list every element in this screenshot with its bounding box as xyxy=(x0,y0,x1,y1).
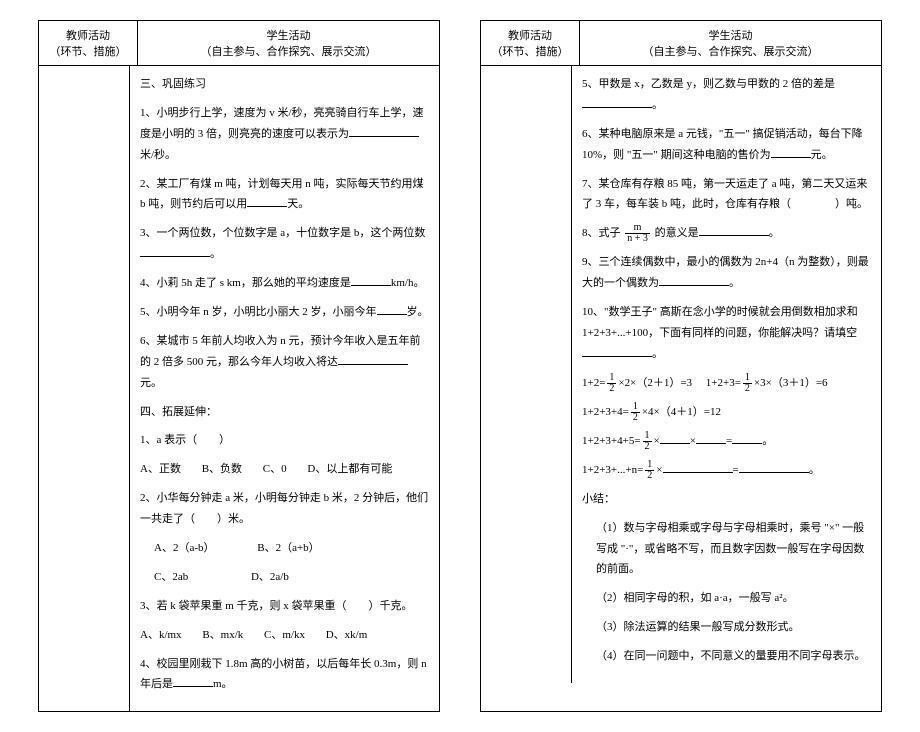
ext-2-options-1: A、2（a-b） B、2（a+b） xyxy=(140,538,429,559)
blank xyxy=(699,223,769,236)
blank xyxy=(739,460,809,473)
question-8r: 8、式子 mn + 3 的意义是。 xyxy=(582,223,871,244)
question-5r: 5、甲数是 x，乙数是 y，则乙数与甲数的 2 倍的差是。 xyxy=(582,74,871,116)
header-student-l2: （自主参与、合作探究、展示交流） xyxy=(142,43,435,59)
blank xyxy=(696,431,726,444)
header-teacher: 教师活动 （环节、措施） xyxy=(39,21,138,65)
question-7r: 7、某仓库有存粮 85 吨，第一天运走了 a 吨，第二天又运来了 3 车，每车装… xyxy=(582,174,871,216)
question-2: 2、某工厂有煤 m 吨，计划每天用 n 吨，实际每天节约用煤 b 吨，则节约后可… xyxy=(140,174,429,216)
student-column: 三、巩固练习 1、小明步行上学，速度为 v 米/秒，亮亮骑自行车上学，速度是小明… xyxy=(130,66,439,711)
question-4: 4、小莉 5h 走了 s km，那么她的平均速度是km/h。 xyxy=(140,273,429,294)
blank xyxy=(659,273,729,286)
blank xyxy=(351,273,391,286)
fraction-m-n3: mn + 3 xyxy=(625,223,650,244)
blank xyxy=(247,194,287,207)
question-5: 5、小明今年 n 岁，小明比小丽大 2 岁，小丽今年岁。 xyxy=(140,302,429,323)
tip-3: （3）除法运算的结果一般写成分数形式。 xyxy=(582,617,871,638)
blank xyxy=(338,352,408,365)
teacher-column xyxy=(39,66,130,711)
content-row: 三、巩固练习 1、小明步行上学，速度为 v 米/秒，亮亮骑自行车上学，速度是小明… xyxy=(39,66,439,711)
half-fraction: 12 xyxy=(643,431,652,452)
half-fraction: 12 xyxy=(631,402,640,423)
question-6r: 6、某种电脑原来是 a 元钱，"五一" 搞促销活动，每台下降 10%，则 "五一… xyxy=(582,124,871,166)
header-student-l2: （自主参与、合作探究、展示交流） xyxy=(584,43,877,59)
blank xyxy=(140,244,210,257)
header-student-l1: 学生活动 xyxy=(142,27,435,43)
question-6: 6、某城市 5 年前人均收入为 n 元，预计今年收入是五年前的 2 倍多 500… xyxy=(140,331,429,394)
blank xyxy=(377,302,407,315)
teacher-column xyxy=(481,66,572,683)
question-10r: 10、"数学王子" 高斯在念小学的时候就会用倒数相加求和 1+2+3+...+1… xyxy=(582,302,871,365)
blank xyxy=(732,431,762,444)
header-teacher-l2: （环节、措施） xyxy=(43,43,133,59)
header-student: 学生活动 （自主参与、合作探究、展示交流） xyxy=(580,21,881,65)
eq-line-3: 1+2+3+4+5=12××=。 xyxy=(582,431,871,452)
eq-line-4: 1+2+3+...+n=12×=。 xyxy=(582,460,871,481)
header-student-l1: 学生活动 xyxy=(584,27,877,43)
blank xyxy=(771,145,811,158)
ext-1-options: A、正数 B、负数 C、0 D、以上都有可能 xyxy=(140,459,429,480)
header-teacher-l1: 教师活动 xyxy=(43,27,133,43)
ext-2: 2、小华每分钟走 a 米，小明每分钟走 b 米，2 分钟后，他们一共走了（ ）米… xyxy=(140,488,429,530)
tip-1: （1）数与字母相乘或字母与字母相乘时，乘号 "×" 一般写成 "·"，或省略不写… xyxy=(582,518,871,581)
header-teacher-l2: （环节、措施） xyxy=(485,43,575,59)
section-4-title: 四、拓展延伸： xyxy=(140,402,429,423)
content-row: 5、甲数是 x，乙数是 y，则乙数与甲数的 2 倍的差是。 6、某种电脑原来是 … xyxy=(481,66,881,683)
half-fraction: 12 xyxy=(607,373,616,394)
blank xyxy=(582,344,652,357)
ext-3: 3、若 k 袋苹果重 m 千克，则 x 袋苹果重（ ）千克。 xyxy=(140,596,429,617)
blank xyxy=(663,460,733,473)
question-1: 1、小明步行上学，速度为 v 米/秒，亮亮骑自行车上学，速度是小明的 3 倍，则… xyxy=(140,103,429,166)
ext-4: 4、校园里刚栽下 1.8m 高的小树苗，以后每年长 0.3m，则 n 年后是m。 xyxy=(140,654,429,696)
header-teacher: 教师活动 （环节、措施） xyxy=(481,21,580,65)
question-3: 3、一个两位数，个位数字是 a，十位数字是 b，这个两位数。 xyxy=(140,223,429,265)
tips-title: 小结： xyxy=(582,489,871,510)
table-header: 教师活动 （环节、措施） 学生活动 （自主参与、合作探究、展示交流） xyxy=(39,21,439,66)
half-fraction: 12 xyxy=(743,373,752,394)
tip-4: （4）在同一问题中，不同意义的量要用不同字母表示。 xyxy=(582,646,871,667)
half-fraction: 12 xyxy=(645,460,654,481)
blank xyxy=(349,124,419,137)
blank xyxy=(173,674,213,687)
question-9r: 9、三个连续偶数中，最小的偶数为 2n+4（n 为整数），则最大的一个偶数为。 xyxy=(582,252,871,294)
left-page: 教师活动 （环节、措施） 学生活动 （自主参与、合作探究、展示交流） 三、巩固练… xyxy=(38,20,440,712)
ext-3-options: A、k/mx B、mx/k C、m/kx D、xk/m xyxy=(140,625,429,646)
right-page: 教师活动 （环节、措施） 学生活动 （自主参与、合作探究、展示交流） 5、甲数是… xyxy=(480,20,882,712)
student-column: 5、甲数是 x，乙数是 y，则乙数与甲数的 2 倍的差是。 6、某种电脑原来是 … xyxy=(572,66,881,683)
ext-2-options-2: C、2ab D、2a/b xyxy=(140,567,429,588)
ext-1: 1、a 表示（ ） xyxy=(140,430,429,451)
header-teacher-l1: 教师活动 xyxy=(485,27,575,43)
blank xyxy=(582,95,652,108)
eq-line-2: 1+2+3+4=12×4×（4＋1）=12 xyxy=(582,402,871,423)
tip-2: （2）相同字母的积，如 a·a，一般写 a²。 xyxy=(582,588,871,609)
blank xyxy=(660,431,690,444)
header-student: 学生活动 （自主参与、合作探究、展示交流） xyxy=(138,21,439,65)
eq-line-1: 1+2=12×2×（2＋1）=3 1+2+3=12×3×（3＋1）=6 xyxy=(582,373,871,394)
table-header: 教师活动 （环节、措施） 学生活动 （自主参与、合作探究、展示交流） xyxy=(481,21,881,66)
section-3-title: 三、巩固练习 xyxy=(140,74,429,95)
